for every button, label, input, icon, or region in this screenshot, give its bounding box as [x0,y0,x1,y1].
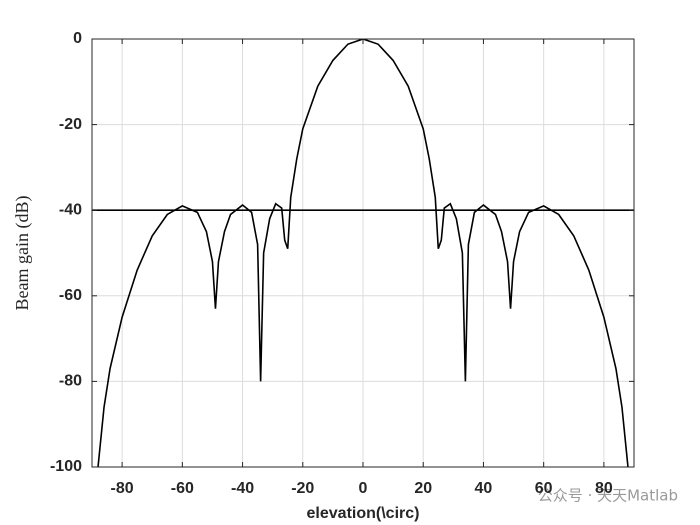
y-tick-label: -100 [50,458,82,475]
x-axis-label: elevation(\circ) [307,505,420,522]
y-tick-label: -40 [59,201,82,218]
x-tick-label: -80 [111,480,134,497]
x-tick-label: 80 [595,480,613,497]
lines [92,39,634,467]
x-tick-label: 20 [414,480,432,497]
y-tick-label: 0 [73,30,82,47]
watermark: 公众号 · 天天Matlab [538,487,678,505]
y-tick-label: -80 [59,373,82,390]
data-line [97,39,629,467]
x-tick-label: -40 [231,480,254,497]
y-tick-label: -60 [59,287,82,304]
x-tick-label: -60 [171,480,194,497]
x-tick-label: 0 [359,480,368,497]
x-tick-label: -20 [291,480,314,497]
x-tick-label: 40 [475,480,493,497]
y-axis-label: Beam gain (dB) [12,196,33,311]
y-tick-label: -20 [59,116,82,133]
x-tick-label: 60 [535,480,553,497]
